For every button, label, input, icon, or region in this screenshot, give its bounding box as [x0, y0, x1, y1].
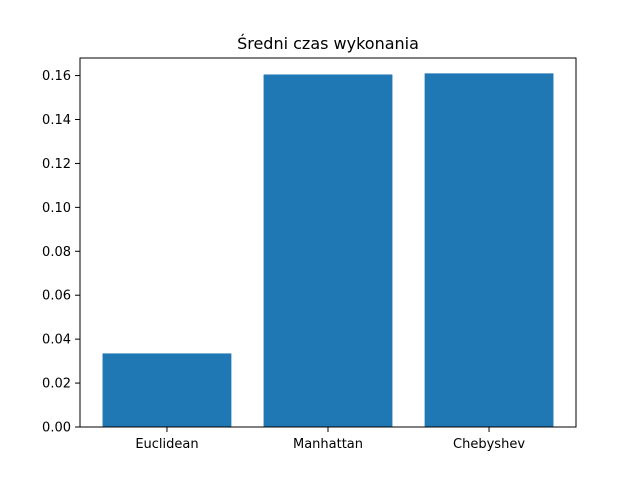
y-tick-label: 0.10	[42, 201, 71, 216]
y-tick-label: 0.12	[42, 157, 71, 172]
bar-euclidean	[102, 353, 232, 427]
bar-chebyshev	[424, 73, 554, 427]
chart-title: Średni czas wykonania	[237, 34, 419, 53]
y-tick-label: 0.16	[42, 69, 71, 84]
y-tick-label: 0.04	[42, 333, 71, 348]
y-tick-label: 0.14	[42, 113, 71, 128]
y-tick-label: 0.00	[42, 421, 71, 436]
x-tick-label: Euclidean	[135, 437, 198, 452]
plot-frame	[79, 57, 577, 428]
x-axis: Euclidean Manhattan Chebyshev	[135, 427, 525, 452]
x-tick-label: Manhattan	[293, 437, 363, 452]
x-tick-label: Chebyshev	[453, 437, 525, 452]
y-tick-label: 0.06	[42, 289, 71, 304]
y-tick-label: 0.08	[42, 245, 71, 260]
y-axis: 0.00 0.02 0.04 0.06 0.08 0.10 0.12 0.14 0.16	[42, 69, 80, 436]
bars-layer	[102, 73, 554, 428]
bar-manhattan	[263, 74, 393, 428]
y-tick-label: 0.02	[42, 377, 71, 392]
